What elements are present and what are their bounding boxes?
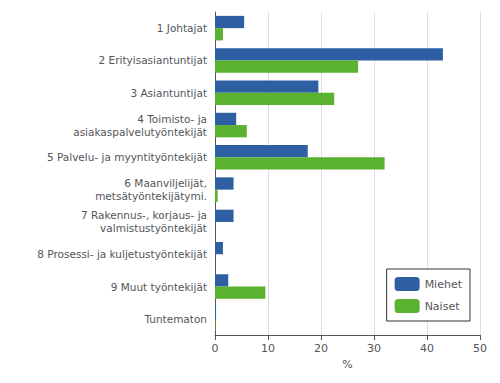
svg-text:Naiset: Naiset <box>425 300 461 313</box>
svg-text:2 Erityisasiantuntijat: 2 Erityisasiantuntijat <box>99 54 207 66</box>
svg-text:20: 20 <box>314 342 328 355</box>
svg-text:6 Maanviljelijät,: 6 Maanviljelijät, <box>124 177 207 189</box>
svg-text:5 Palvelu- ja myyntityöntekijä: 5 Palvelu- ja myyntityöntekijät <box>47 151 207 163</box>
svg-text:8 Prosessi- ja kuljetustyöntek: 8 Prosessi- ja kuljetustyöntekijät <box>37 248 207 260</box>
svg-text:0: 0 <box>212 342 219 355</box>
svg-text:10: 10 <box>261 342 275 355</box>
svg-text:4 Toimisto- ja: 4 Toimisto- ja <box>137 113 207 125</box>
svg-text:40: 40 <box>420 342 434 355</box>
svg-text:asiakaspalvelutyöntekijät: asiakaspalvelutyöntekijät <box>73 126 207 138</box>
svg-text:7 Rakennus-, korjaus- ja: 7 Rakennus-, korjaus- ja <box>81 209 207 221</box>
svg-text:9 Muut työntekijät: 9 Muut työntekijät <box>111 281 207 293</box>
svg-text:1 Johtajat: 1 Johtajat <box>157 22 207 34</box>
svg-text:Miehet: Miehet <box>425 278 463 291</box>
svg-text:50: 50 <box>473 342 487 355</box>
svg-text:valmistustyöntekijät: valmistustyöntekijät <box>100 222 207 234</box>
svg-text:30: 30 <box>367 342 381 355</box>
svg-text:metsätyöntekijätymi.: metsätyöntekijätymi. <box>95 190 207 202</box>
svg-text:3 Asiantuntijat: 3 Asiantuntijat <box>130 87 207 99</box>
svg-text:%: % <box>342 358 352 371</box>
svg-text:Tuntematon: Tuntematon <box>143 313 207 325</box>
